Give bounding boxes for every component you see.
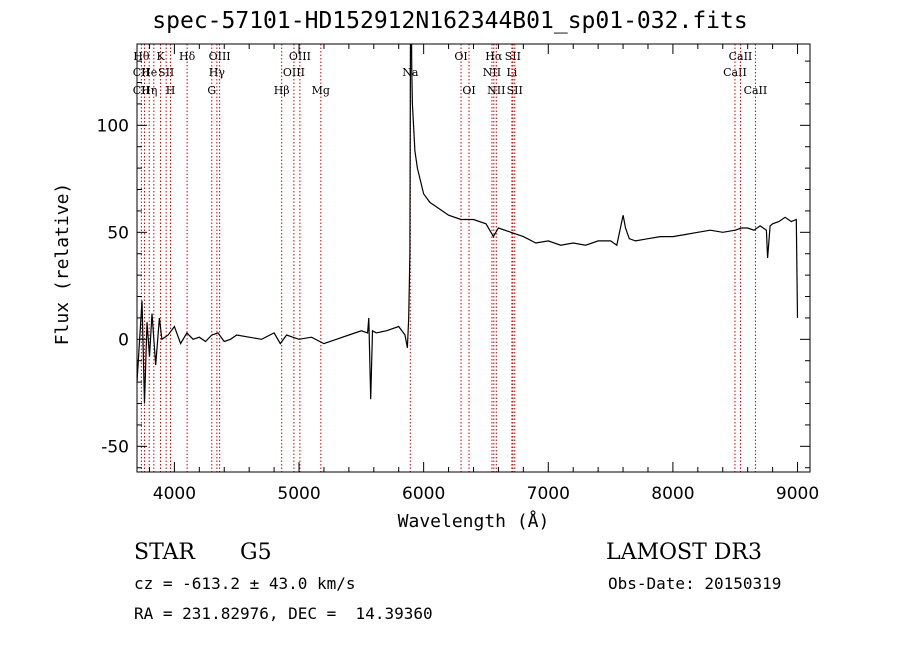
y-axis-label: Flux (relative)	[52, 183, 73, 346]
spectral-line-label: Li	[506, 66, 517, 79]
x-tick-label: 5000	[277, 484, 320, 504]
spectral-line-label: Hη	[141, 84, 157, 97]
spectral-line-label: H	[166, 84, 176, 97]
y-tick-label: 0	[118, 330, 129, 350]
chart-title: spec-57101-HD152912N162344B01_sp01-032.f…	[152, 8, 748, 34]
spectral-line-label: SII	[507, 84, 523, 97]
spectral-line-label: OI	[462, 84, 475, 97]
y-tick-label: -50	[101, 437, 129, 457]
spectral-line-label: OIII	[283, 66, 305, 79]
x-tick-label: 8000	[651, 484, 694, 504]
spectral-line-label: K	[156, 50, 165, 63]
obs-date: Obs-Date: 20150319	[608, 574, 782, 593]
spectral-line-label: Hδ	[179, 50, 196, 63]
spectral-line-label: NII	[483, 66, 501, 79]
spectral-line-label: G	[207, 84, 216, 97]
redshift-cz: cz = -613.2 ± 43.0 km/s	[134, 574, 356, 593]
spectrum-series-line	[137, 44, 799, 404]
spectral-line-label: Mg	[312, 84, 330, 97]
spectral-line-label: CaII	[723, 66, 747, 79]
ra-dec-coords: RA = 231.82976, DEC = 14.39360	[134, 604, 433, 623]
y-tick-label: 50	[107, 223, 129, 243]
x-tick-label: 6000	[402, 484, 445, 504]
spectral-line-label: Hβ	[274, 84, 290, 97]
survey-name: LAMOST DR3	[606, 540, 762, 565]
spectral-line-label: CaII	[729, 50, 753, 63]
spectral-line-label: He	[141, 66, 157, 79]
spectral-line-label: CaII	[744, 84, 768, 97]
x-tick-label: 7000	[527, 484, 570, 504]
spectral-line-label: Hα	[485, 50, 503, 63]
spectral-line-label: OIII	[289, 50, 311, 63]
spectral-line-label: SII	[505, 50, 521, 63]
object-class: STAR	[134, 540, 195, 565]
y-tick-label: 100	[97, 116, 129, 136]
spectral-line-label: SII	[158, 66, 174, 79]
x-tick-label: 9000	[776, 484, 819, 504]
spectral-line-label: Hγ	[209, 66, 226, 79]
spectral-line-label: NII	[487, 84, 505, 97]
object-subclass: G5	[240, 540, 272, 565]
spectral-line-label: OI	[454, 50, 467, 63]
x-axis-label: Wavelength (Å)	[398, 510, 550, 532]
x-tick-label: 4000	[153, 484, 196, 504]
plot-frame	[136, 43, 811, 473]
spectral-line-label: OIII	[209, 50, 231, 63]
